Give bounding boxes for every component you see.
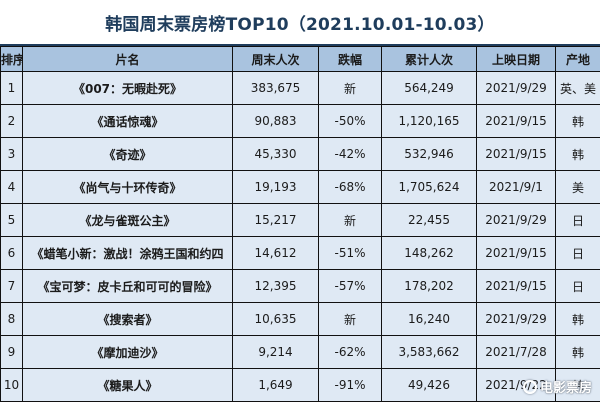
table-row: 5 《龙与雀斑公主》 15,217 新 22,455 2021/9/29 日 (1, 204, 600, 237)
cell-drop: -50% (319, 105, 382, 138)
cell-origin: 日 (556, 270, 600, 303)
cell-rank: 2 (1, 105, 23, 138)
header-rank: 排序 (1, 47, 23, 72)
cell-origin: 韩 (556, 336, 600, 369)
cell-drop: 新 (319, 72, 382, 105)
cell-rank: 8 (1, 303, 23, 336)
cell-weekend: 90,883 (233, 105, 319, 138)
cell-drop: -91% (319, 369, 382, 402)
header-total-admissions: 累计人次 (382, 47, 477, 72)
cell-date: 2021/9/1 (477, 171, 556, 204)
cell-origin: 韩 (556, 105, 600, 138)
table-row: 6 《蜡笔小新：激战！涂鸦王国和约四 14,612 -51% 148,262 2… (1, 237, 600, 270)
page-title: 韩国周末票房榜TOP10（2021.10.01-10.03） (105, 10, 495, 35)
box-office-table: 排序 片名 周末人次 跌幅 累计人次 上映日期 产地 1 《007：无暇赴死》 … (0, 46, 600, 402)
cell-origin: 韩 (556, 369, 600, 402)
cell-total: 532,946 (382, 138, 477, 171)
cell-weekend: 45,330 (233, 138, 319, 171)
cell-date: 2021/9/22 (477, 369, 556, 402)
header-drop: 跌幅 (319, 47, 382, 72)
cell-rank: 6 (1, 237, 23, 270)
cell-rank: 9 (1, 336, 23, 369)
cell-total: 16,240 (382, 303, 477, 336)
cell-date: 2021/9/15 (477, 105, 556, 138)
cell-rank: 4 (1, 171, 23, 204)
cell-drop: -68% (319, 171, 382, 204)
cell-drop: -57% (319, 270, 382, 303)
cell-total: 178,202 (382, 270, 477, 303)
cell-title: 《龙与雀斑公主》 (23, 204, 233, 237)
cell-origin: 日 (556, 237, 600, 270)
title-bar: 韩国周末票房榜TOP10（2021.10.01-10.03） (0, 0, 600, 46)
cell-date: 2021/9/15 (477, 270, 556, 303)
table-row: 10 《糖果人》 1,649 -91% 49,426 2021/9/22 韩 (1, 369, 600, 402)
cell-origin: 韩 (556, 303, 600, 336)
cell-origin: 韩 (556, 138, 600, 171)
cell-rank: 3 (1, 138, 23, 171)
cell-title: 《通话惊魂》 (23, 105, 233, 138)
cell-title: 《宝可梦：皮卡丘和可可的冒险》 (23, 270, 233, 303)
table-row: 2 《通话惊魂》 90,883 -50% 1,120,165 2021/9/15… (1, 105, 600, 138)
cell-weekend: 10,635 (233, 303, 319, 336)
header-title: 片名 (23, 47, 233, 72)
cell-drop: 新 (319, 204, 382, 237)
cell-total: 1,705,624 (382, 171, 477, 204)
cell-rank: 1 (1, 72, 23, 105)
cell-total: 22,455 (382, 204, 477, 237)
cell-date: 2021/9/15 (477, 237, 556, 270)
table-row: 9 《摩加迪沙》 9,214 -62% 3,583,662 2021/7/28 … (1, 336, 600, 369)
cell-origin: 美 (556, 171, 600, 204)
cell-drop: -51% (319, 237, 382, 270)
header-origin: 产地 (556, 47, 600, 72)
cell-drop: 新 (319, 303, 382, 336)
cell-origin: 英、美 (556, 72, 600, 105)
cell-weekend: 14,612 (233, 237, 319, 270)
cell-date: 2021/7/28 (477, 336, 556, 369)
cell-date: 2021/9/29 (477, 204, 556, 237)
cell-title: 《糖果人》 (23, 369, 233, 402)
table-row: 7 《宝可梦：皮卡丘和可可的冒险》 12,395 -57% 178,202 20… (1, 270, 600, 303)
cell-weekend: 15,217 (233, 204, 319, 237)
cell-total: 1,120,165 (382, 105, 477, 138)
cell-title: 《搜索者》 (23, 303, 233, 336)
cell-date: 2021/9/29 (477, 72, 556, 105)
cell-date: 2021/9/29 (477, 303, 556, 336)
table-row: 8 《搜索者》 10,635 新 16,240 2021/9/29 韩 (1, 303, 600, 336)
cell-title: 《007：无暇赴死》 (23, 72, 233, 105)
cell-date: 2021/9/15 (477, 138, 556, 171)
cell-weekend: 19,193 (233, 171, 319, 204)
header-release-date: 上映日期 (477, 47, 556, 72)
cell-rank: 7 (1, 270, 23, 303)
cell-total: 49,426 (382, 369, 477, 402)
cell-rank: 10 (1, 369, 23, 402)
table-row: 4 《尚气与十环传奇》 19,193 -68% 1,705,624 2021/9… (1, 171, 600, 204)
cell-drop: -42% (319, 138, 382, 171)
cell-weekend: 383,675 (233, 72, 319, 105)
cell-total: 3,583,662 (382, 336, 477, 369)
cell-title: 《奇迹》 (23, 138, 233, 171)
table-row: 1 《007：无暇赴死》 383,675 新 564,249 2021/9/29… (1, 72, 600, 105)
header-row: 排序 片名 周末人次 跌幅 累计人次 上映日期 产地 (1, 47, 600, 72)
cell-total: 564,249 (382, 72, 477, 105)
cell-drop: -62% (319, 336, 382, 369)
cell-weekend: 12,395 (233, 270, 319, 303)
cell-weekend: 9,214 (233, 336, 319, 369)
cell-total: 148,262 (382, 237, 477, 270)
cell-title: 《摩加迪沙》 (23, 336, 233, 369)
cell-rank: 5 (1, 204, 23, 237)
table-row: 3 《奇迹》 45,330 -42% 532,946 2021/9/15 韩 (1, 138, 600, 171)
header-weekend-admissions: 周末人次 (233, 47, 319, 72)
cell-title: 《蜡笔小新：激战！涂鸦王国和约四 (23, 237, 233, 270)
cell-origin: 日 (556, 204, 600, 237)
cell-weekend: 1,649 (233, 369, 319, 402)
cell-title: 《尚气与十环传奇》 (23, 171, 233, 204)
